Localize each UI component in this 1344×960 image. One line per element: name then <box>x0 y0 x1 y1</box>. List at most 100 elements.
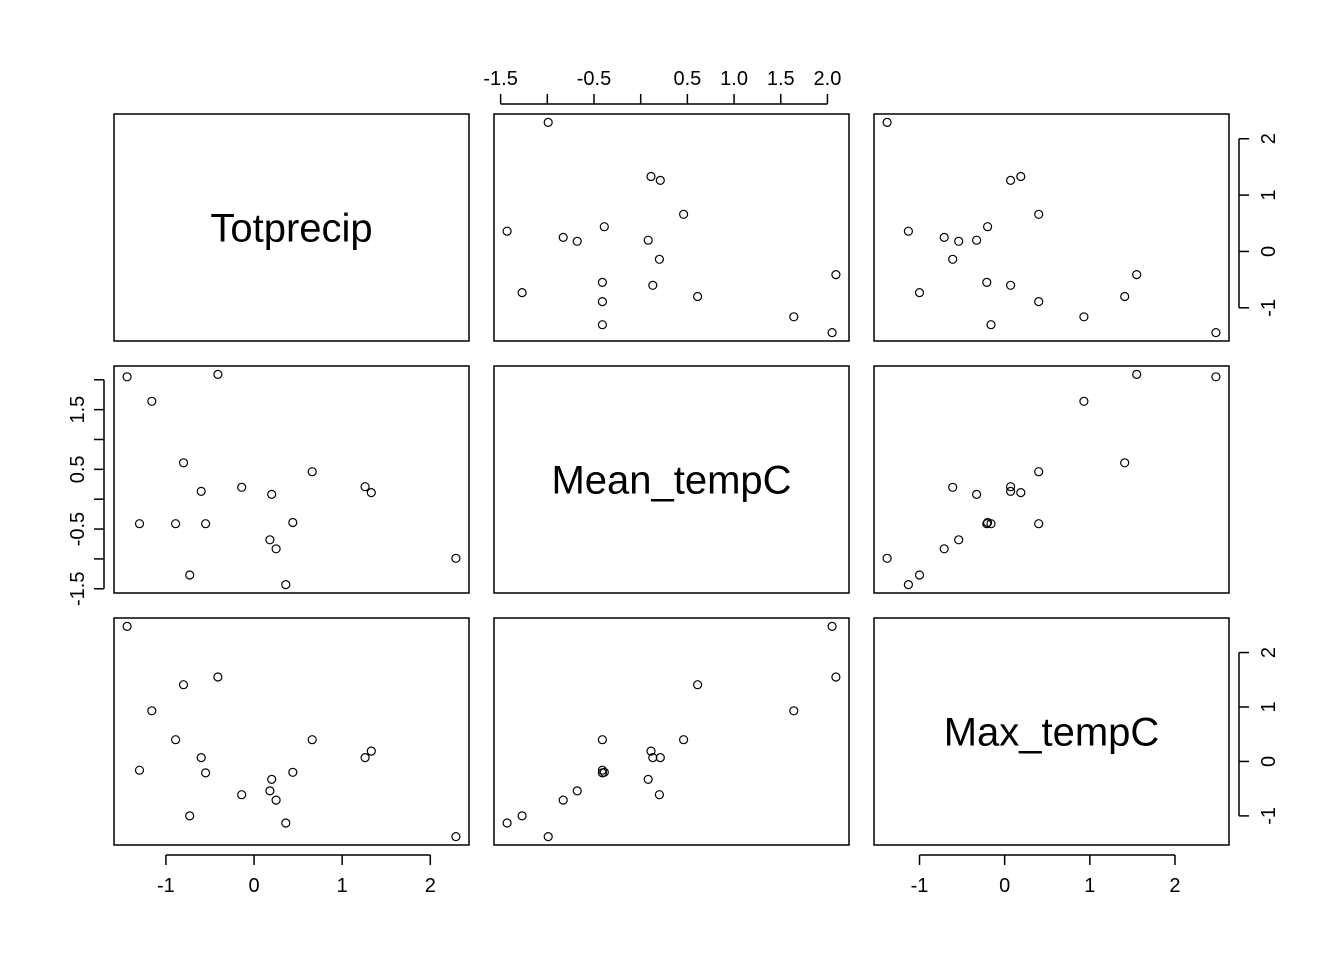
data-point <box>1211 328 1221 338</box>
data-point <box>1132 270 1142 280</box>
data-point <box>1005 482 1016 492</box>
data-point <box>643 774 653 785</box>
data-point <box>271 544 281 554</box>
data-point <box>1034 519 1044 529</box>
data-point <box>1005 486 1016 496</box>
data-point <box>134 765 145 775</box>
data-point <box>196 752 206 763</box>
data-point <box>281 818 291 828</box>
tick-label: 2 <box>1258 133 1280 144</box>
panel-Totprecip-vs-Mean_tempC <box>493 113 850 342</box>
data-point <box>1034 467 1044 477</box>
tick-label: 0 <box>1258 756 1280 767</box>
data-point <box>971 235 982 245</box>
data-point <box>1079 312 1089 322</box>
data-point <box>939 232 949 242</box>
data-point <box>451 831 461 842</box>
data-point <box>558 795 568 805</box>
data-point <box>882 553 892 563</box>
y-axis-mean-tempc-left: -1.5 -0.5 0.5 1.5 <box>67 379 105 606</box>
tick-label: 2 <box>1258 647 1280 658</box>
data-point <box>939 544 949 554</box>
data-point <box>558 232 568 242</box>
data-point <box>982 222 993 232</box>
data-point <box>1016 171 1026 182</box>
data-point <box>1034 297 1044 307</box>
tick-label: 1.0 <box>720 68 748 90</box>
data-point <box>366 488 376 498</box>
tick-label: 1.5 <box>67 396 89 424</box>
x-axis-mean-tempc-top: -1.5 -0.5 0.5 1.0 1.5 2.0 <box>483 68 842 105</box>
data-point <box>213 672 223 682</box>
data-point <box>986 320 996 330</box>
data-point <box>1079 396 1089 406</box>
tick-label: -1 <box>1258 299 1280 317</box>
data-point <box>265 535 275 545</box>
data-point <box>237 790 247 800</box>
data-point <box>502 226 512 236</box>
tick-label: -1.5 <box>483 68 517 90</box>
panel-frame <box>493 617 850 846</box>
panel-frame <box>493 113 850 342</box>
panel-Mean_tempC-vs-Totprecip <box>113 365 470 594</box>
data-point <box>982 519 992 529</box>
tick-label: 0.5 <box>67 455 89 483</box>
tick-label: 1 <box>337 875 348 897</box>
data-point <box>517 811 527 821</box>
data-point <box>646 746 656 756</box>
panel-Max_tempC-vs-Max_tempC: Max_tempC <box>873 617 1230 846</box>
data-point <box>914 288 925 298</box>
data-point <box>360 752 370 763</box>
data-point <box>954 236 964 246</box>
data-point <box>597 297 608 307</box>
data-point <box>201 768 211 778</box>
data-point <box>288 767 298 777</box>
data-point <box>1005 175 1016 185</box>
data-point <box>1005 280 1016 290</box>
tick-label: 0.5 <box>673 68 701 90</box>
tick-label: 2 <box>425 875 436 897</box>
panel-Totprecip-vs-Max_tempC <box>873 113 1230 342</box>
data-point <box>827 621 837 632</box>
data-point <box>185 570 195 580</box>
data-point <box>831 270 841 280</box>
panel-frame <box>873 617 1230 846</box>
data-point <box>1211 372 1221 382</box>
data-point <box>122 372 132 382</box>
tick-label: 2 <box>1169 875 1180 897</box>
data-point <box>597 735 608 745</box>
data-point <box>971 489 982 499</box>
data-point <box>1132 369 1142 379</box>
tick-label: 1.5 <box>767 68 795 90</box>
data-point <box>572 236 582 246</box>
data-point <box>281 579 291 590</box>
panel-frame <box>113 617 470 846</box>
panel-frame <box>873 365 1230 594</box>
data-point <box>948 254 958 264</box>
variable-label: Totprecip <box>210 207 372 251</box>
y-axis-totprecip-right: -1 0 1 2 <box>1238 133 1280 317</box>
panel-frame <box>493 365 850 594</box>
panel-Mean_tempC-vs-Mean_tempC: Mean_tempC <box>493 365 850 594</box>
data-point <box>597 768 608 778</box>
data-point <box>1016 488 1026 498</box>
data-point <box>178 458 189 468</box>
data-point <box>171 519 181 529</box>
data-point <box>982 277 992 287</box>
data-point <box>147 706 157 716</box>
data-point <box>201 519 211 529</box>
data-point <box>597 765 608 775</box>
data-point <box>517 288 527 298</box>
data-point <box>178 680 189 690</box>
data-point <box>827 328 837 338</box>
tick-label: -1 <box>1258 807 1280 825</box>
tick-label: 2.0 <box>814 68 842 90</box>
data-point <box>903 226 914 236</box>
data-point <box>134 519 145 529</box>
data-point <box>267 489 277 499</box>
panel-Max_tempC-vs-Mean_tempC <box>493 617 850 846</box>
data-point <box>360 482 370 492</box>
panel-Max_tempC-vs-Totprecip <box>113 617 470 846</box>
